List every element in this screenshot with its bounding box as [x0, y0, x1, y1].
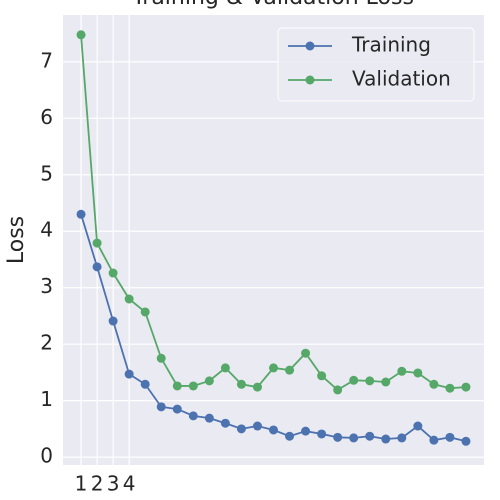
y-tick-label: 7 — [40, 48, 53, 72]
data-point — [220, 363, 230, 373]
data-point — [220, 418, 230, 428]
data-point — [140, 307, 150, 317]
data-point — [349, 375, 359, 385]
x-tick-label: 3 — [107, 472, 120, 496]
data-point — [92, 238, 102, 248]
data-point — [156, 402, 166, 412]
data-point — [445, 432, 455, 442]
data-point — [76, 30, 86, 40]
data-point — [349, 433, 359, 443]
data-point — [413, 421, 423, 431]
y-tick-label: 4 — [40, 218, 53, 242]
data-point — [429, 379, 439, 389]
data-point — [461, 436, 471, 446]
data-point — [317, 371, 327, 381]
data-point — [92, 262, 102, 272]
data-point — [188, 381, 198, 391]
data-point — [461, 382, 471, 392]
data-point — [301, 426, 311, 436]
data-point — [252, 421, 262, 431]
data-point — [285, 365, 295, 375]
data-point — [333, 385, 343, 395]
x-tick-label: 1 — [75, 472, 88, 496]
data-point — [301, 348, 311, 358]
data-point — [172, 381, 182, 391]
data-point — [156, 353, 166, 363]
y-tick-label: 0 — [40, 444, 53, 468]
data-point — [236, 424, 246, 434]
data-point — [285, 431, 295, 441]
data-point — [445, 383, 455, 393]
data-point — [413, 368, 423, 378]
y-axis-label: Loss — [4, 216, 29, 264]
data-point — [124, 369, 134, 379]
data-point — [188, 411, 198, 421]
data-point — [252, 382, 262, 392]
data-point — [333, 432, 343, 442]
data-point — [365, 376, 375, 386]
data-point — [172, 404, 182, 414]
chart-title: Training & Validation Loss — [131, 0, 414, 10]
data-point — [204, 376, 214, 386]
y-tick-label: 6 — [40, 105, 53, 129]
data-point — [124, 294, 134, 304]
y-tick-label: 2 — [40, 331, 53, 355]
data-point — [381, 434, 391, 444]
data-point — [365, 431, 375, 441]
legend: Training Validation — [277, 27, 475, 102]
x-tick-label: 4 — [123, 472, 136, 496]
x-tick-label: 2 — [91, 472, 104, 496]
data-point — [397, 433, 407, 443]
data-point — [429, 435, 439, 445]
data-point — [140, 379, 150, 389]
y-tick-label: 1 — [40, 387, 53, 411]
legend-label: Training — [351, 33, 431, 57]
data-point — [108, 268, 118, 278]
data-point — [381, 377, 391, 387]
data-point — [76, 209, 86, 219]
y-tick-label: 3 — [40, 274, 53, 298]
legend-marker — [305, 41, 315, 51]
data-point — [269, 425, 278, 435]
legend-label: Validation — [352, 67, 451, 91]
data-point — [108, 316, 118, 326]
data-point — [397, 366, 407, 376]
data-point — [317, 429, 327, 439]
data-point — [236, 379, 246, 389]
data-point — [269, 363, 278, 373]
y-tick-label: 5 — [40, 161, 53, 185]
legend-marker — [305, 75, 315, 85]
data-point — [204, 413, 214, 423]
